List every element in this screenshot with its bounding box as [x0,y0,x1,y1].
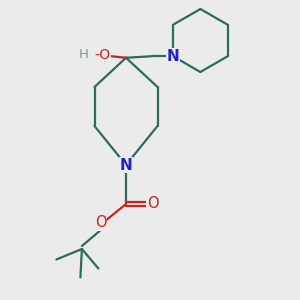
Text: H: H [79,48,88,61]
Text: O: O [147,196,159,211]
Text: N: N [167,49,179,64]
Text: -O: -O [94,48,110,62]
Text: N: N [120,158,132,172]
Text: O: O [95,215,106,230]
